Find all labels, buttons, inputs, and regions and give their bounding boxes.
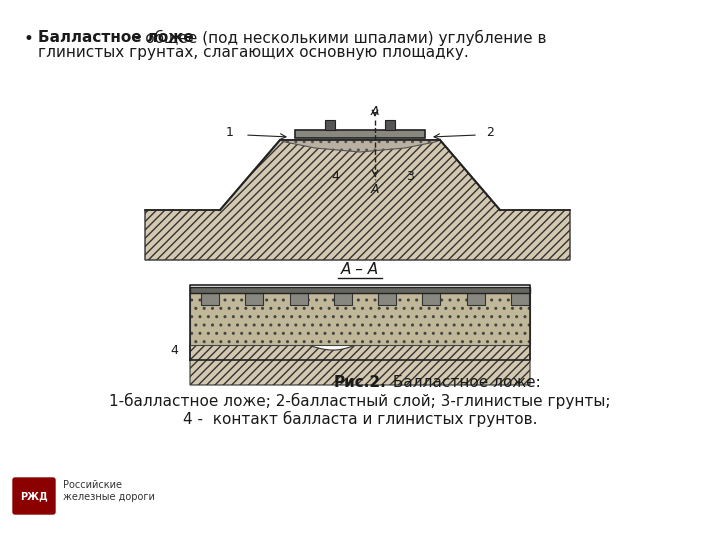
Polygon shape <box>280 140 440 152</box>
Polygon shape <box>190 287 530 293</box>
Polygon shape <box>289 293 307 305</box>
Text: Балластное ложе:: Балластное ложе: <box>388 375 541 390</box>
Text: 4: 4 <box>331 171 339 184</box>
Polygon shape <box>511 293 529 305</box>
FancyBboxPatch shape <box>13 478 55 514</box>
Polygon shape <box>246 293 264 305</box>
Text: •: • <box>23 30 33 48</box>
Text: 3: 3 <box>406 171 414 184</box>
Polygon shape <box>325 120 335 130</box>
Text: РЖД: РЖД <box>20 491 48 501</box>
Polygon shape <box>190 293 530 345</box>
Text: A: A <box>371 105 379 118</box>
Polygon shape <box>145 140 570 260</box>
Polygon shape <box>378 293 396 305</box>
Polygon shape <box>295 130 425 138</box>
Text: 4: 4 <box>170 343 178 356</box>
Text: 1-балластное ложе; 2-балластный слой; 3-глинистые грунты;: 1-балластное ложе; 2-балластный слой; 3-… <box>109 393 611 409</box>
Polygon shape <box>334 293 352 305</box>
Text: А – А: А – А <box>341 262 379 278</box>
Polygon shape <box>423 293 441 305</box>
Text: - общее (под несколькими шпалами) углубление в: - общее (под несколькими шпалами) углубл… <box>130 30 546 46</box>
Text: железные дороги: железные дороги <box>63 492 155 502</box>
Text: 1: 1 <box>226 126 234 139</box>
Text: Российские: Российские <box>63 480 122 490</box>
Text: A: A <box>371 183 379 196</box>
Text: 4 -  контакт балласта и глинистых грунтов.: 4 - контакт балласта и глинистых грунтов… <box>183 411 537 427</box>
Text: глинистых грунтах, слагающих основную площадку.: глинистых грунтах, слагающих основную пл… <box>38 45 469 60</box>
Text: Балластное ложе: Балластное ложе <box>38 30 194 45</box>
Text: Рис.2.: Рис.2. <box>333 375 387 390</box>
Polygon shape <box>190 336 530 385</box>
Polygon shape <box>201 293 219 305</box>
Polygon shape <box>385 120 395 130</box>
Polygon shape <box>467 293 485 305</box>
Text: 2: 2 <box>486 126 494 139</box>
